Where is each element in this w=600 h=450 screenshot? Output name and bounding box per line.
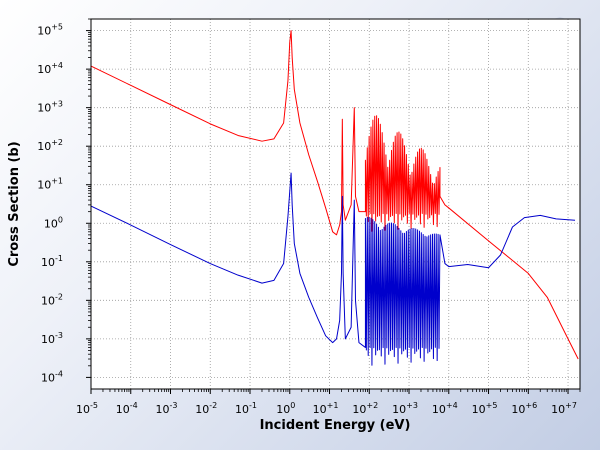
series-line-1 — [90, 30, 579, 360]
x-tick-label: 10-5 — [76, 401, 98, 416]
x-tick-label: 10-1 — [235, 401, 257, 416]
y-tick-label: 10-2 — [41, 292, 63, 307]
plot-frame — [90, 18, 581, 390]
x-tick-label: 10+1 — [313, 401, 339, 416]
y-tick-label: 10+5 — [37, 23, 63, 38]
y-tick-label: 10+1 — [37, 177, 63, 192]
series-layer — [90, 30, 579, 366]
y-tick-label: 10+3 — [37, 100, 63, 115]
y-axis-title: Cross Section (b) — [7, 141, 22, 266]
y-tick-label: 10-3 — [41, 331, 63, 346]
x-tick-label: 10+4 — [432, 401, 458, 416]
x-tick-label: 10+6 — [511, 401, 537, 416]
x-tick-label: 100 — [276, 401, 295, 416]
x-tick-label: 10-2 — [195, 401, 217, 416]
grid-lines — [90, 19, 580, 389]
plot-area — [90, 18, 581, 390]
x-axis-title: Incident Energy (eV) — [260, 418, 411, 433]
x-tick-label: 10-4 — [116, 401, 138, 416]
x-tick-label: 10-3 — [156, 401, 178, 416]
y-tick-label: 10-4 — [41, 369, 63, 384]
x-axis-ticks: 10-5 10-4 10-3 10-2 10-1 100 10+1 10+2 10+3 10+4 1… — [76, 389, 581, 416]
series-line-2 — [90, 172, 576, 366]
y-axis-ticks: 10+5 10+4 10+3 10+2 10+1 100 10-1 10-2 10-3 10-4 — [37, 18, 91, 384]
x-tick-label: 10+3 — [392, 401, 418, 416]
x-tick-label: 10+2 — [352, 401, 378, 416]
y-tick-label: 100 — [44, 215, 63, 230]
y-tick-label: 10-1 — [41, 254, 63, 269]
y-tick-label: 10+4 — [37, 61, 63, 76]
y-tick-label: 10+2 — [37, 138, 63, 153]
x-tick-label: 10+7 — [551, 401, 577, 416]
x-tick-label: 10+5 — [472, 401, 498, 416]
